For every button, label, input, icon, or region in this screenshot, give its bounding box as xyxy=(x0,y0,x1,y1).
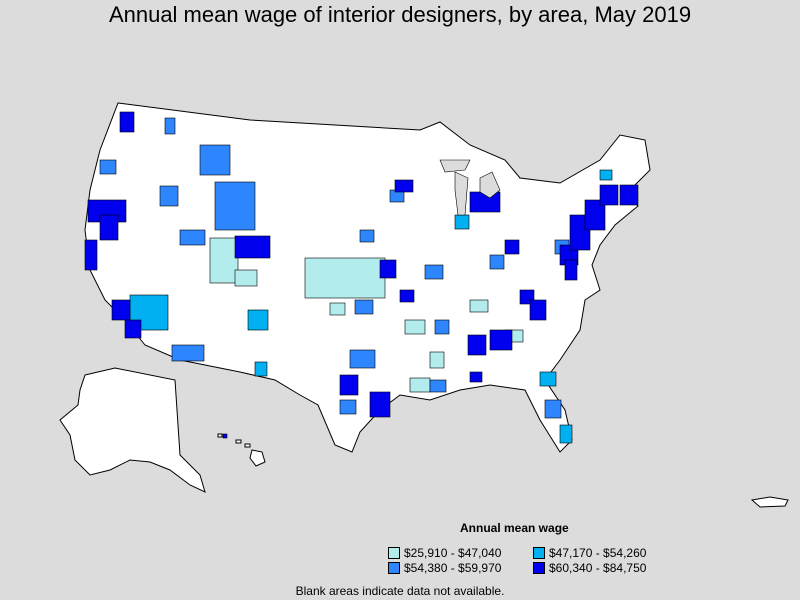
areas-60340-84750 xyxy=(84,111,639,439)
legend-item-60340-84750: $60,340 - $84,750 xyxy=(533,561,646,575)
puerto-rico-outline xyxy=(750,496,789,508)
legend-swatch xyxy=(533,562,545,574)
great-lakes xyxy=(439,159,501,216)
alaska-outline xyxy=(59,367,206,493)
legend-title: Annual mean wage xyxy=(460,521,569,535)
legend-label: $54,380 - $59,970 xyxy=(404,561,502,575)
legend-label: $60,340 - $84,750 xyxy=(549,561,647,575)
footnote: Blank areas indicate data not available. xyxy=(295,584,505,598)
legend-item-47170-54260: $47,170 - $54,260 xyxy=(533,546,646,560)
legend-swatch xyxy=(533,547,545,559)
legend-swatch xyxy=(388,547,400,559)
legend-item-54380-59970: $54,380 - $59,970 xyxy=(388,561,501,575)
legend-label: $25,910 - $47,040 xyxy=(404,546,502,560)
map-title: Annual mean wage of interior designers, … xyxy=(108,2,692,27)
areas-25910-47040 xyxy=(209,237,524,393)
legend-label: $47,170 - $54,260 xyxy=(549,546,647,560)
legend-swatch xyxy=(388,562,400,574)
legend-item-25910-47040: $25,910 - $47,040 xyxy=(388,546,501,560)
hawaii-islands xyxy=(217,433,266,467)
